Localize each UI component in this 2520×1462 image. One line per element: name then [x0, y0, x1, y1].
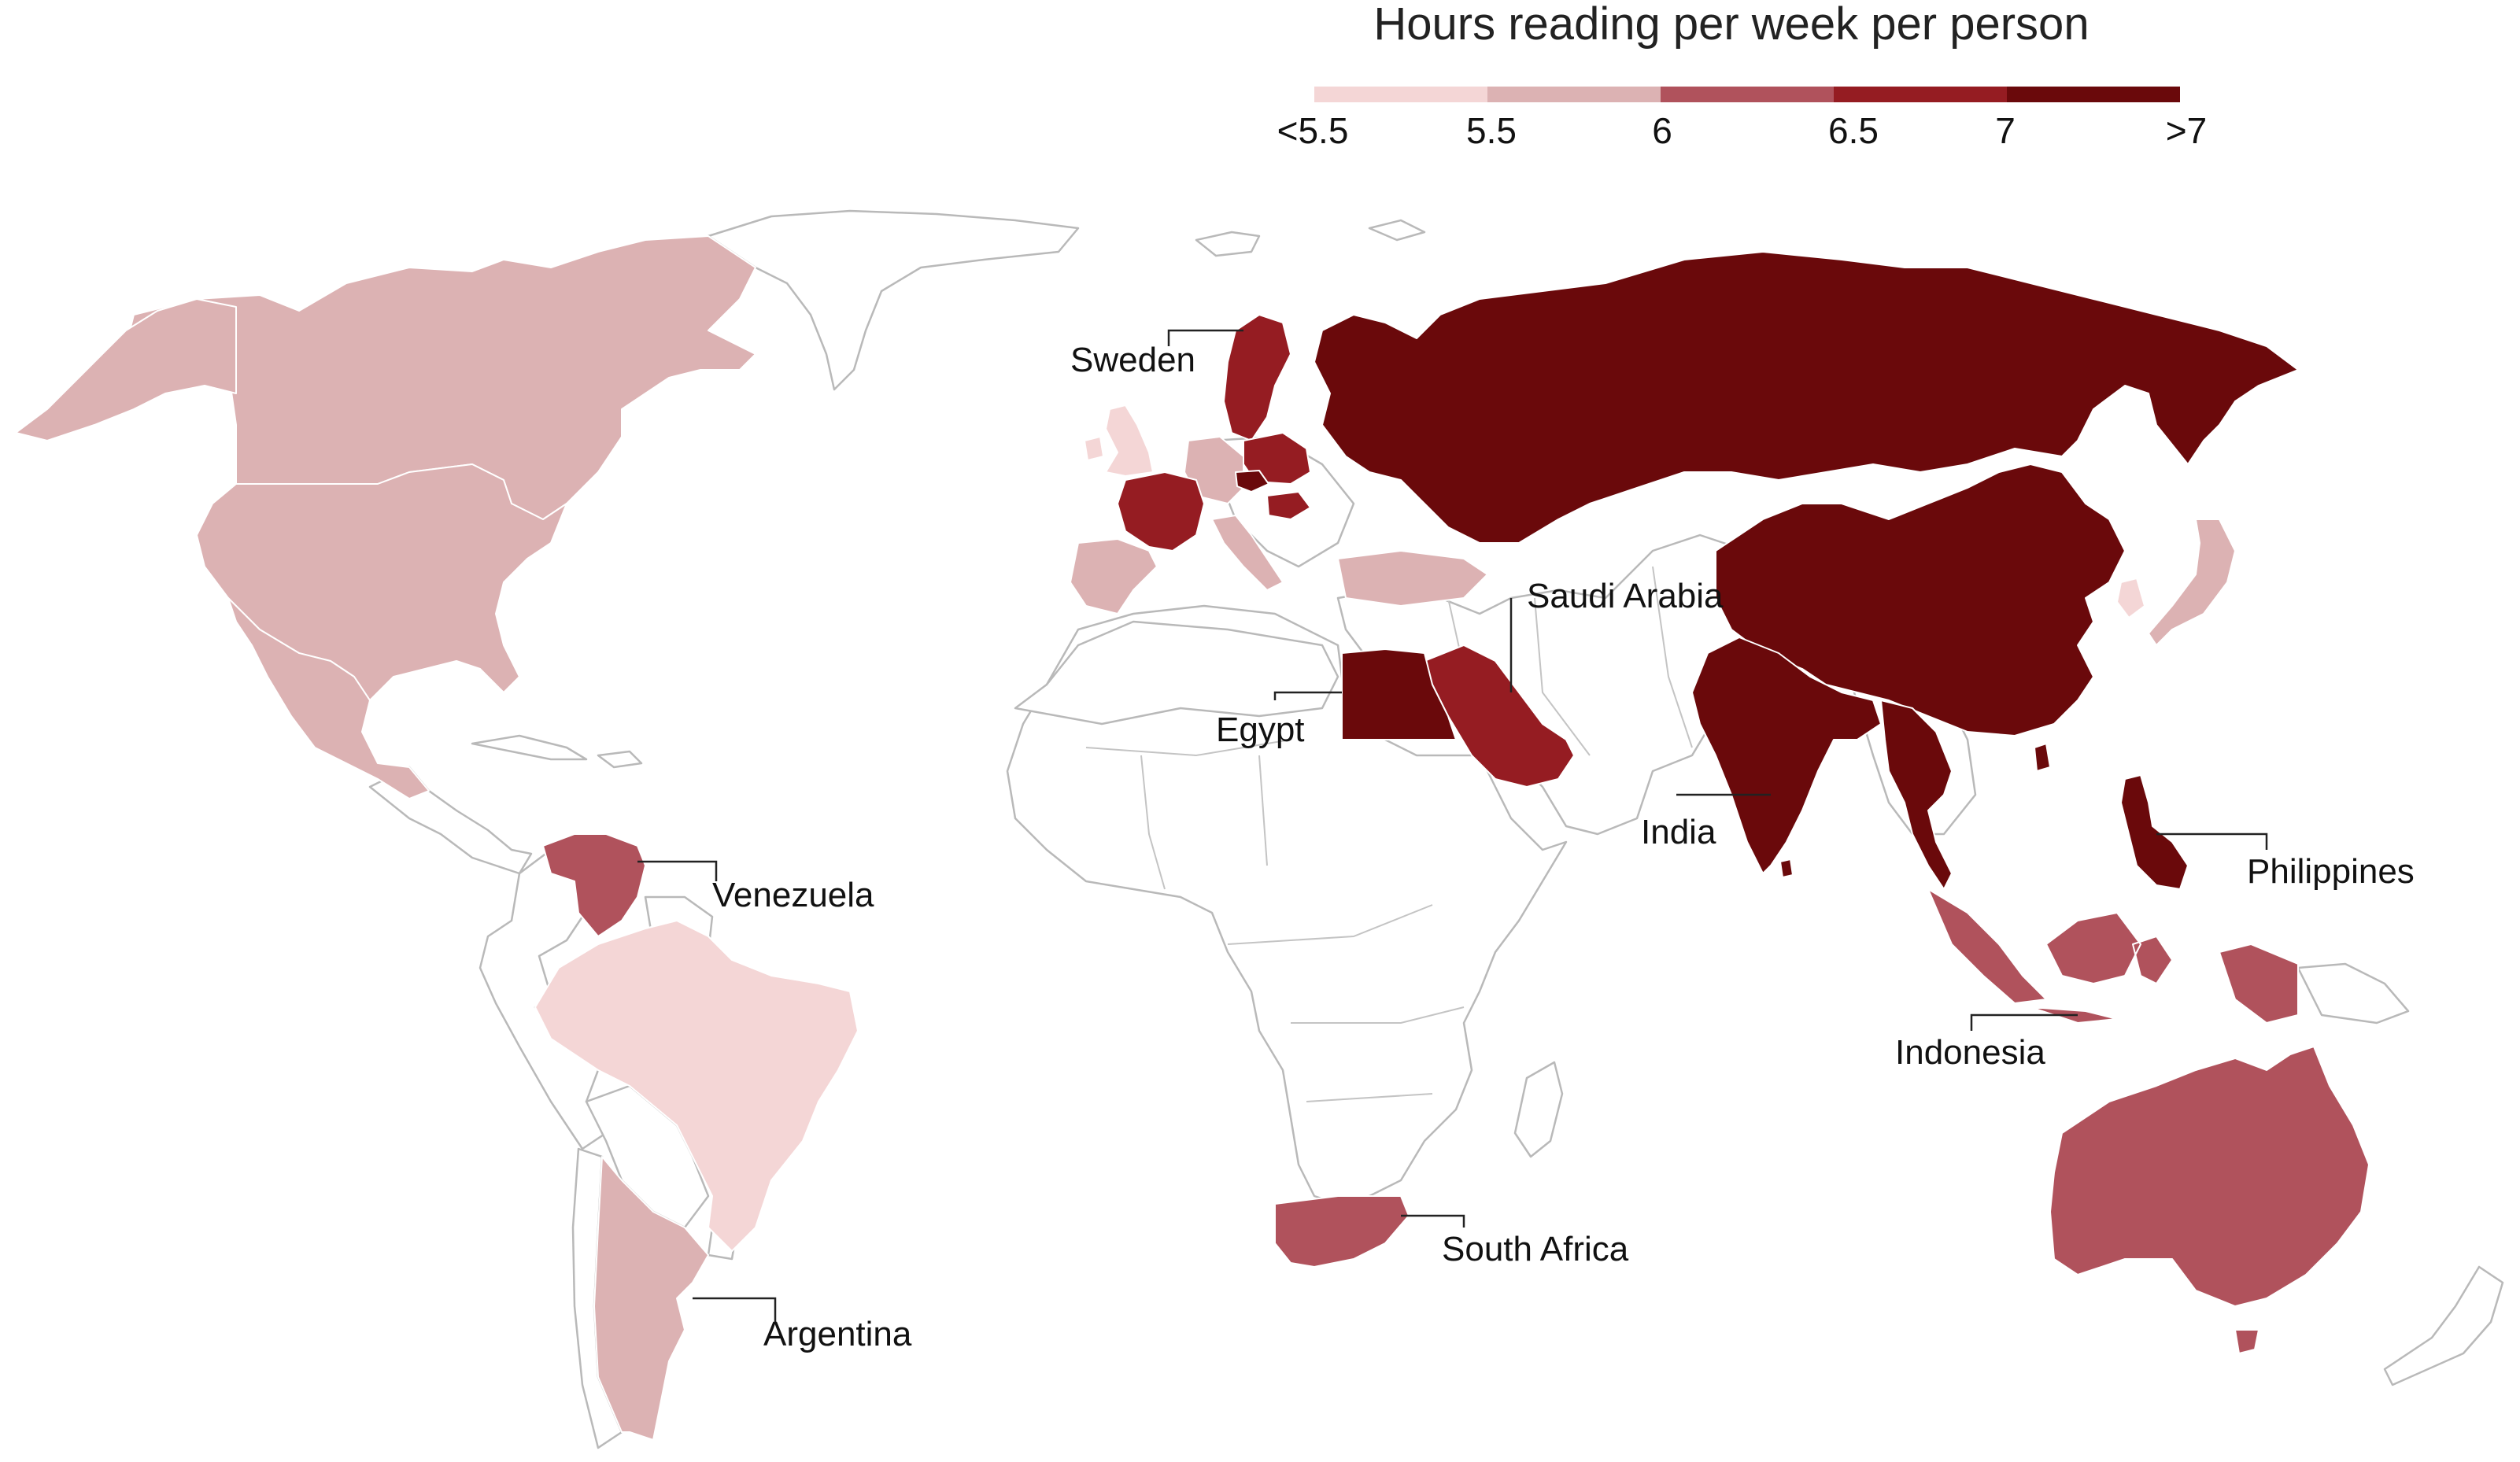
country-hungary [1266, 491, 1311, 520]
label-sweden: Sweden [1070, 341, 1195, 379]
country-mexico [227, 597, 430, 799]
cuba [471, 734, 588, 761]
legend-title: Hours reading per week per person [1373, 0, 2089, 50]
country-labels: Sweden Saudi Arabia Egypt India Philippi… [712, 341, 2415, 1353]
country-venezuela [542, 833, 646, 937]
africa-borders [1085, 739, 1465, 1102]
legend-tick-gt7: >7 [2166, 110, 2207, 151]
country-turkey [1337, 550, 1488, 607]
country-russia [1314, 251, 2299, 544]
country-thailand-myanmar [1880, 700, 1953, 890]
country-uk [1105, 404, 1154, 477]
label-philippines: Philippines [2247, 852, 2415, 891]
country-india [1691, 637, 1882, 874]
leader-argentina [693, 1297, 777, 1322]
label-argentina: Argentina [763, 1315, 912, 1353]
legend-swatch-2 [1487, 87, 1661, 102]
leader-egypt [1273, 691, 1342, 700]
legend-tick-7: 7 [1995, 110, 2016, 151]
legend-swatch-5 [2007, 87, 2180, 102]
leader-venezuela [637, 860, 718, 881]
iceland [1195, 231, 1261, 257]
leader-indonesia [1970, 1013, 2078, 1031]
greenland [707, 209, 1080, 391]
label-indonesia: Indonesia [1895, 1033, 2045, 1072]
country-alaska [15, 298, 237, 441]
country-indonesia [1927, 888, 2299, 1024]
country-taiwan [2034, 743, 2051, 772]
legend-swatch-3 [1661, 87, 1834, 102]
legend-tick-lt5_5: <5.5 [1277, 110, 1349, 151]
country-south-korea [2116, 578, 2145, 618]
north-africa-west [1014, 620, 1339, 725]
country-australia [2049, 1046, 2370, 1307]
legend-swatch-1 [1314, 87, 1487, 102]
africa [1006, 604, 1568, 1205]
madagascar [1513, 1061, 1564, 1158]
country-sweden [1223, 314, 1291, 441]
label-south-africa: South Africa [1442, 1230, 1629, 1268]
legend-tick-6_5: 6.5 [1828, 110, 1879, 151]
countries-data [15, 235, 2370, 1441]
leader-sweden [1167, 329, 1243, 346]
country-philippines [2120, 774, 2189, 890]
leader-lines [637, 329, 2268, 1322]
country-japan [2148, 519, 2236, 646]
svalbard [1368, 219, 1426, 242]
country-czechia [1235, 470, 1269, 493]
country-tasmania [2234, 1329, 2260, 1354]
country-egypt [1341, 648, 1457, 740]
new-zealand [2383, 1265, 2504, 1386]
country-argentina [593, 1156, 709, 1441]
country-south-africa [1274, 1195, 1410, 1268]
legend: Hours reading per week per person <5.5 5… [1277, 0, 2208, 151]
legend-tick-5_5: 5.5 [1466, 110, 1517, 151]
hispaniola [597, 750, 643, 769]
label-egypt: Egypt [1216, 711, 1305, 749]
country-brazil [534, 920, 859, 1252]
country-ireland [1084, 436, 1104, 461]
country-sri-lanka-mark [1779, 858, 1794, 878]
legend-swatch-4 [1834, 87, 2007, 102]
country-saudi-arabia [1424, 644, 1575, 788]
leader-south-africa [1401, 1214, 1465, 1228]
papua-new-guinea [2296, 962, 2410, 1025]
country-italy [1211, 515, 1284, 591]
country-france [1117, 471, 1205, 552]
label-venezuela: Venezuela [712, 876, 874, 914]
country-spain [1070, 538, 1158, 615]
legend-tick-6: 6 [1652, 110, 1672, 151]
leader-philippines [2156, 833, 2268, 850]
label-india: India [1641, 813, 1716, 851]
label-saudi-arabia: Saudi Arabia [1527, 577, 1724, 615]
